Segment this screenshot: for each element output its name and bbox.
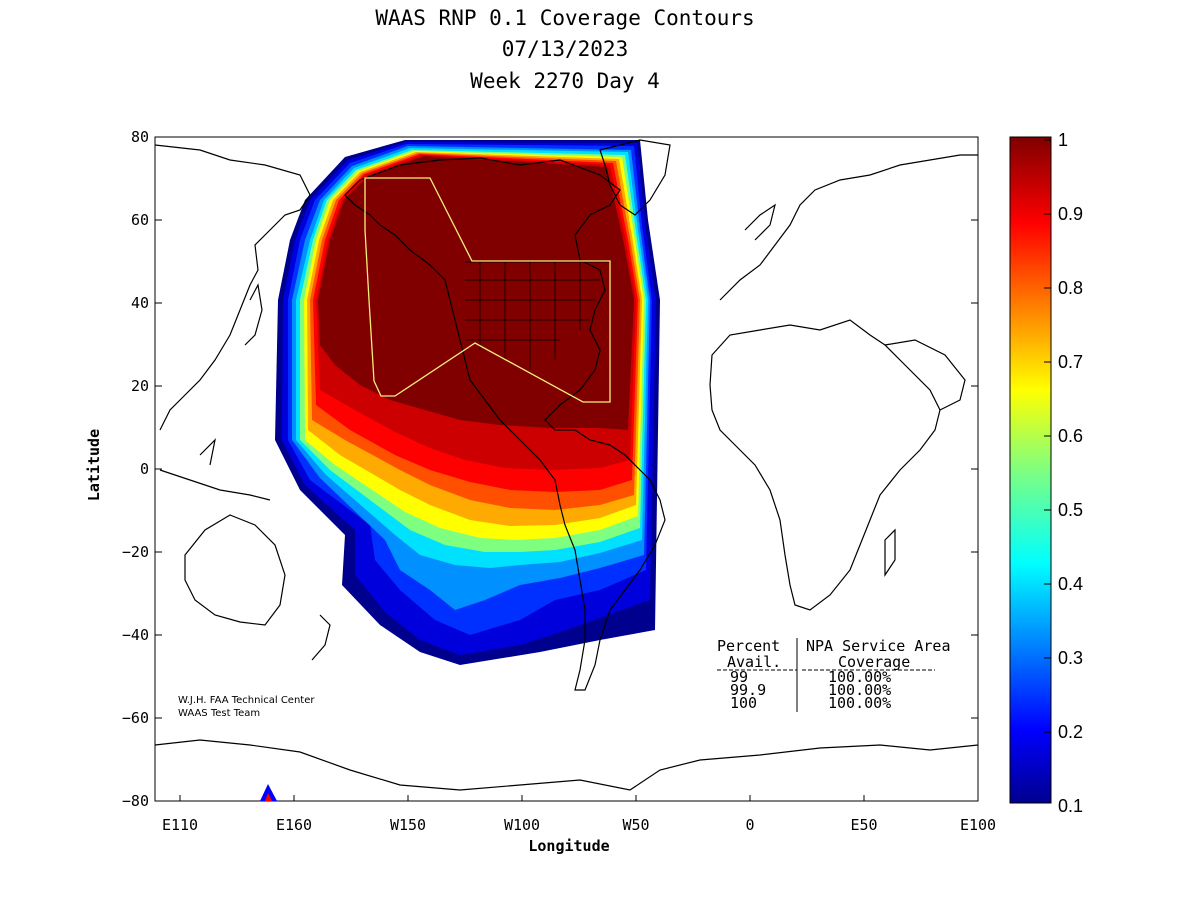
colorbar-tick-label: 0.8 — [1058, 278, 1083, 298]
colorbar-tick-label: 0.1 — [1058, 796, 1083, 816]
us-borders — [465, 261, 610, 370]
y-tick-label: 40 — [131, 294, 149, 312]
table-row-coverage: 100.00% — [828, 681, 891, 699]
x-tick-label: W100 — [504, 816, 540, 834]
service-area-outline — [364, 177, 611, 403]
y-tick-label: −80 — [122, 792, 149, 810]
colorbar-tick-label: 0.7 — [1058, 352, 1083, 372]
coast-australia — [184, 514, 286, 626]
x-tick-label: E160 — [276, 816, 312, 834]
chart-title: WAAS RNP 0.1 Coverage Contours — [375, 6, 755, 30]
colorbar-frame — [1009, 136, 1052, 804]
contour-south-blob-inner — [265, 793, 272, 801]
y-tick-label: −40 — [122, 626, 149, 644]
colorbar-tick-label: 1 — [1058, 130, 1068, 150]
x-tick-label: W50 — [622, 816, 649, 834]
y-tick-label: −60 — [122, 709, 149, 727]
chart-date: 07/13/2023 — [501, 37, 629, 61]
y-tick-label: 20 — [131, 377, 149, 395]
coast-antarctica — [155, 739, 978, 791]
table-header-avail: Avail. — [727, 653, 781, 671]
colorbar-tick-label: 0.3 — [1058, 648, 1083, 668]
colorbar-tick-label: 0.5 — [1058, 500, 1083, 520]
table-header-npa: NPA Service Area — [806, 637, 951, 655]
chart-week: Week 2270 Day 4 — [470, 69, 660, 93]
colorbar-gradient — [1010, 137, 1051, 803]
contour-south-blob — [260, 784, 277, 801]
x-tick-label: W150 — [390, 816, 426, 834]
colorbar-ticks: 1 0.9 0.8 0.7 0.6 0.5 0.4 0.3 0.2 0.1 — [1044, 130, 1083, 816]
coast-madagascar — [884, 528, 896, 577]
colorbar-tick-label: 0.4 — [1058, 574, 1083, 594]
coverage-contours — [275, 140, 660, 665]
coast-asia — [155, 144, 311, 431]
credit-line-2: WAAS Test Team — [178, 708, 260, 719]
y-axis: 80 60 40 20 0 −20 −40 −60 −80 — [122, 128, 978, 810]
x-tick-label: E100 — [960, 816, 996, 834]
x-tick-label: E50 — [850, 816, 877, 834]
table-row-coverage: 100.00% — [828, 668, 891, 686]
x-axis-label: Longitude — [528, 837, 609, 855]
coast-indonesia — [159, 438, 271, 501]
coast-greenland — [599, 139, 671, 216]
colorbar-tick-label: 0.6 — [1058, 426, 1083, 446]
table-row-coverage: 100.00% — [828, 694, 891, 712]
y-tick-label: −20 — [122, 543, 149, 561]
colorbar-tick-label: 0.2 — [1058, 722, 1083, 742]
table-header-percent: Percent — [717, 637, 780, 655]
x-axis: E110 E160 W150 W100 W50 0 E50 E100 — [162, 795, 996, 834]
table-row-avail: 100 — [730, 694, 757, 712]
contour-1.0 — [318, 156, 634, 430]
coast-japan — [244, 283, 263, 346]
coast-europe — [719, 154, 978, 301]
table-row-avail: 99.9 — [730, 681, 766, 699]
y-tick-label: 0 — [140, 460, 149, 478]
coast-arabia — [884, 339, 966, 411]
coast-nz — [311, 614, 331, 661]
table-row-avail: 99 — [730, 668, 748, 686]
stats-table: Percent NPA Service Area Avail. Coverage… — [717, 637, 951, 712]
coast-africa — [709, 319, 941, 611]
y-tick-label: 60 — [131, 211, 149, 229]
colorbar-tick-label: 0.9 — [1058, 204, 1083, 224]
x-tick-label: 0 — [745, 816, 754, 834]
y-axis-label: Latitude — [85, 429, 103, 501]
y-tick-label: 80 — [131, 128, 149, 146]
table-header-coverage: Coverage — [838, 653, 910, 671]
coastlines — [155, 139, 978, 791]
credit-line-1: W.J.H. FAA Technical Center — [178, 695, 315, 706]
x-tick-label: E110 — [162, 816, 198, 834]
coast-north-america — [344, 157, 666, 691]
